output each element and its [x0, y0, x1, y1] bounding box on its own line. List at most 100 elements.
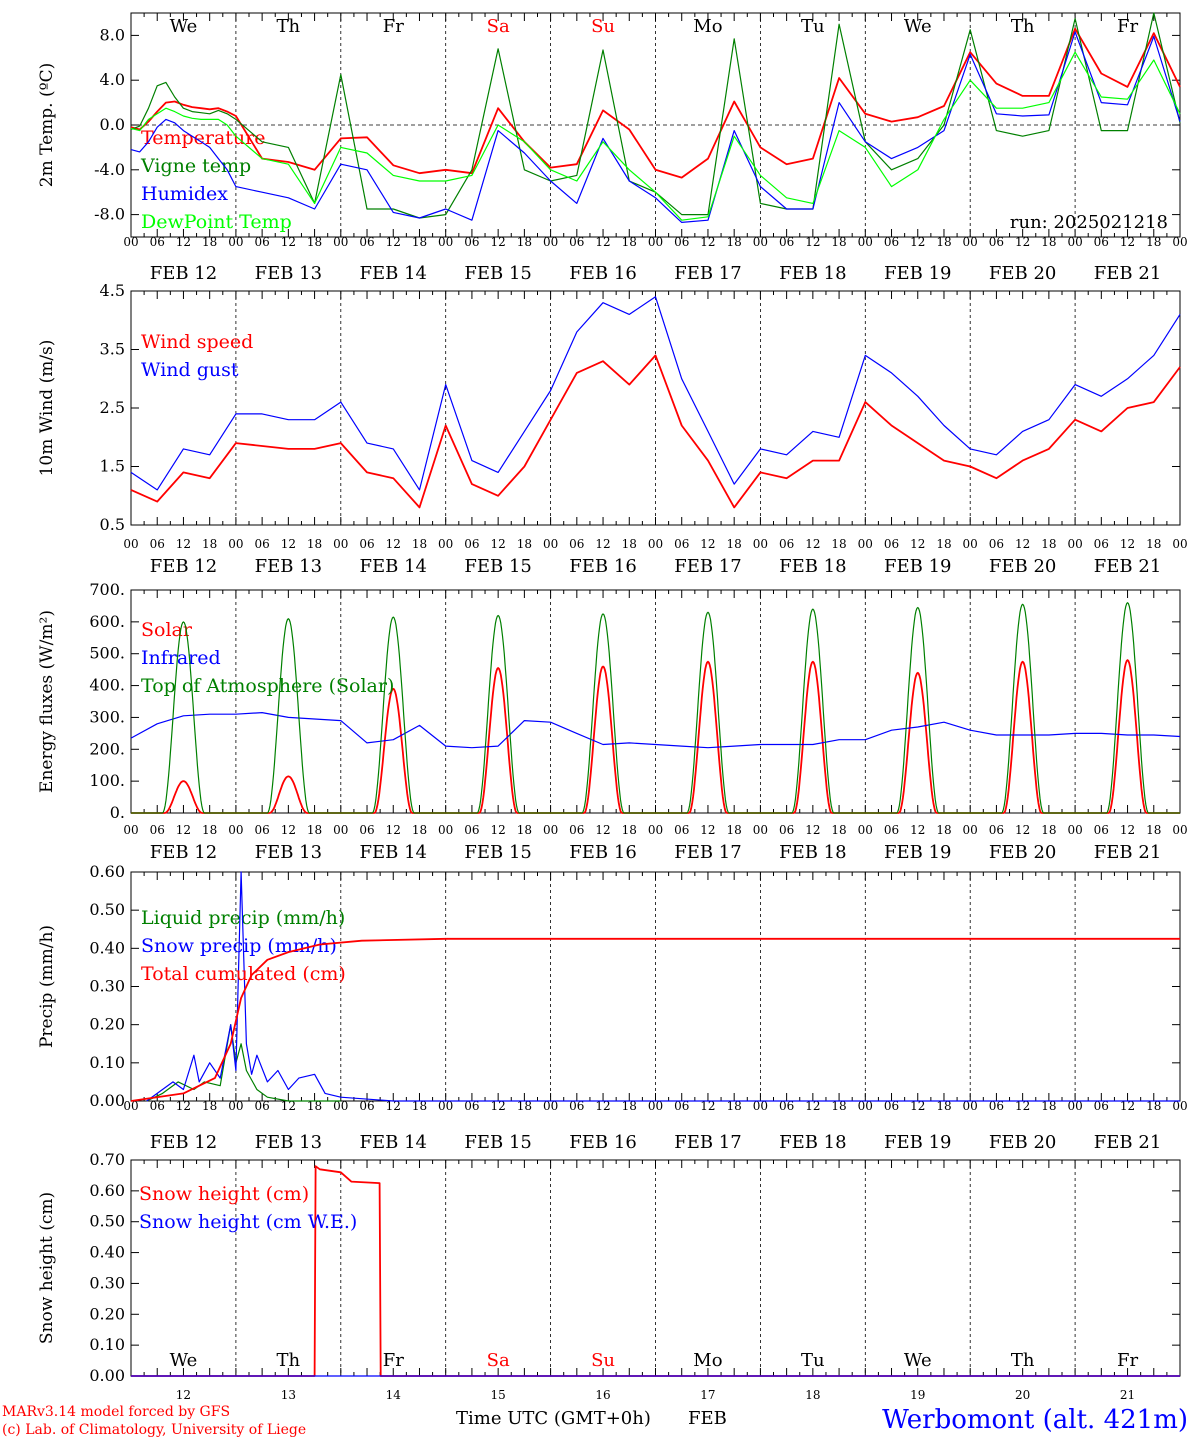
hour-tick-label: 00: [333, 235, 348, 249]
date-label: FEB 12: [150, 842, 217, 863]
date-label: FEB 16: [569, 556, 636, 577]
date-label: FEB 19: [884, 263, 951, 284]
date-label: FEB 18: [779, 842, 846, 863]
hour-tick-label: 06: [1094, 823, 1109, 837]
date-label: FEB 14: [360, 556, 427, 577]
hour-tick-label: 12: [1015, 235, 1030, 249]
weekday-label: Tu: [801, 16, 825, 37]
hour-tick-label: 18: [622, 235, 637, 249]
y-tick-label: 0.: [110, 803, 125, 822]
hour-tick-label: 18: [727, 823, 742, 837]
hour-tick-label: 18: [307, 537, 322, 551]
hour-tick-label: 18: [202, 537, 217, 551]
hour-tick-label: 00: [1067, 823, 1082, 837]
date-label: FEB 15: [464, 842, 531, 863]
hour-tick-label: 00: [438, 235, 453, 249]
date-label: FEB 15: [464, 263, 531, 284]
hour-tick-label: 00: [753, 235, 768, 249]
y-tick-label: 2.5: [100, 398, 125, 417]
legend-label: Humidex: [141, 183, 228, 205]
hour-tick-label: 12: [1015, 1099, 1030, 1113]
panels: -8.0 -4.0 0.0 4.0 8.0 2m Temp. (ºC) 00 06 12 18 FE…: [37, 12, 1188, 1402]
hour-tick-label: 12: [595, 823, 610, 837]
hour-tick-label: 06: [359, 235, 374, 249]
date-label: FEB 17: [674, 1132, 741, 1153]
date-label: FEB 18: [779, 556, 846, 577]
hour-tick-label: 00: [858, 823, 873, 837]
legend-label: Liquid precip (mm/h): [141, 907, 345, 929]
hour-tick-label: 18: [307, 235, 322, 249]
hour-tick-label: 18: [1146, 235, 1161, 249]
credit-line-2: (c) Lab. of Climatology, University of L…: [2, 1422, 306, 1438]
hour-tick-label: 18: [1041, 235, 1056, 249]
hour-tick-label: 00: [333, 537, 348, 551]
hour-tick-label: 00: [753, 1099, 768, 1113]
hour-tick-label: 06: [884, 1099, 899, 1113]
hour-tick-label: 12: [176, 1099, 191, 1113]
date-label: FEB 12: [150, 263, 217, 284]
date-label: FEB 20: [989, 556, 1056, 577]
x-axis-month: FEB: [688, 1408, 727, 1429]
hour-tick-label: 00: [228, 537, 243, 551]
legend-label: Wind gust: [141, 359, 239, 381]
date-label: FEB 18: [779, 1132, 846, 1153]
hour-tick-label: 00: [648, 823, 663, 837]
hour-tick-label: 18: [412, 1099, 427, 1113]
hour-tick-label: 06: [989, 823, 1004, 837]
hour-tick-label: 18: [936, 235, 951, 249]
hour-tick-label: 12: [910, 823, 925, 837]
date-label: FEB 17: [674, 556, 741, 577]
y-tick-label: 3.5: [100, 340, 125, 359]
hour-tick-label: 00: [123, 537, 138, 551]
legend-label: Snow precip (mm/h): [141, 935, 337, 957]
hour-tick-label: 18: [412, 235, 427, 249]
hour-tick-label: 06: [254, 1099, 269, 1113]
hour-tick-label: 18: [831, 235, 846, 249]
y-tick-label: -8.0: [94, 205, 125, 224]
hour-tick-label: 00: [963, 537, 978, 551]
y-tick-label: 0.00: [89, 1366, 125, 1385]
y-tick-label: 8.0: [100, 25, 125, 44]
hour-tick-label: 00: [1067, 537, 1082, 551]
hour-tick-label: 18: [831, 1099, 846, 1113]
hour-tick-label: 18: [517, 1099, 532, 1113]
hour-tick-label: 00: [753, 823, 768, 837]
hour-tick-label: 18: [307, 823, 322, 837]
y-tick-label: 200.: [89, 739, 125, 758]
hour-tick-label: 12: [910, 1099, 925, 1113]
y-tick-label: 4.5: [100, 281, 125, 300]
weekday-label: Fr: [1117, 1350, 1138, 1371]
hour-tick-label: 00: [858, 1099, 873, 1113]
hour-tick-label: 06: [779, 823, 794, 837]
hour-tick-label: 12: [595, 235, 610, 249]
y-axis-label: 10m Wind (m/s): [37, 340, 57, 477]
hour-tick-label: 18: [1041, 823, 1056, 837]
weekday-label: We: [904, 16, 932, 37]
hour-tick-label: 06: [150, 823, 165, 837]
date-label: FEB 15: [464, 556, 531, 577]
weekday-label: Sa: [487, 1350, 510, 1371]
date-label: FEB 21: [1094, 556, 1161, 577]
legend-label: Top of Atmosphere (Solar): [141, 675, 394, 697]
y-tick-label: 0.60: [89, 862, 125, 881]
y-tick-label: 0.30: [89, 977, 125, 996]
hour-tick-label: 06: [884, 537, 899, 551]
panel-2: 0.5 1.5 2.5 3.5 4.5 10m Wind (m/s) 00 06 12 18 FEB…: [37, 281, 1188, 577]
hour-tick-label: 00: [1172, 235, 1187, 249]
legend-label: Temperature: [141, 127, 265, 149]
hour-tick-label: 06: [674, 1099, 689, 1113]
hour-tick-label: 12: [491, 235, 506, 249]
y-tick-label: 500.: [89, 644, 125, 663]
hour-tick-label: 00: [1067, 235, 1082, 249]
hour-tick-label: 06: [674, 537, 689, 551]
hour-tick-label: 00: [123, 823, 138, 837]
hour-tick-label: 18: [202, 1099, 217, 1113]
hour-tick-label: 12: [281, 235, 296, 249]
hour-tick-label: 06: [884, 823, 899, 837]
y-axis-label: Snow height (cm): [37, 1192, 57, 1344]
station-label: Werbomont (alt. 421m): [882, 1405, 1188, 1435]
hour-tick-label: 18: [622, 823, 637, 837]
hour-tick-label: 00: [858, 537, 873, 551]
hour-tick-label: 00: [648, 537, 663, 551]
